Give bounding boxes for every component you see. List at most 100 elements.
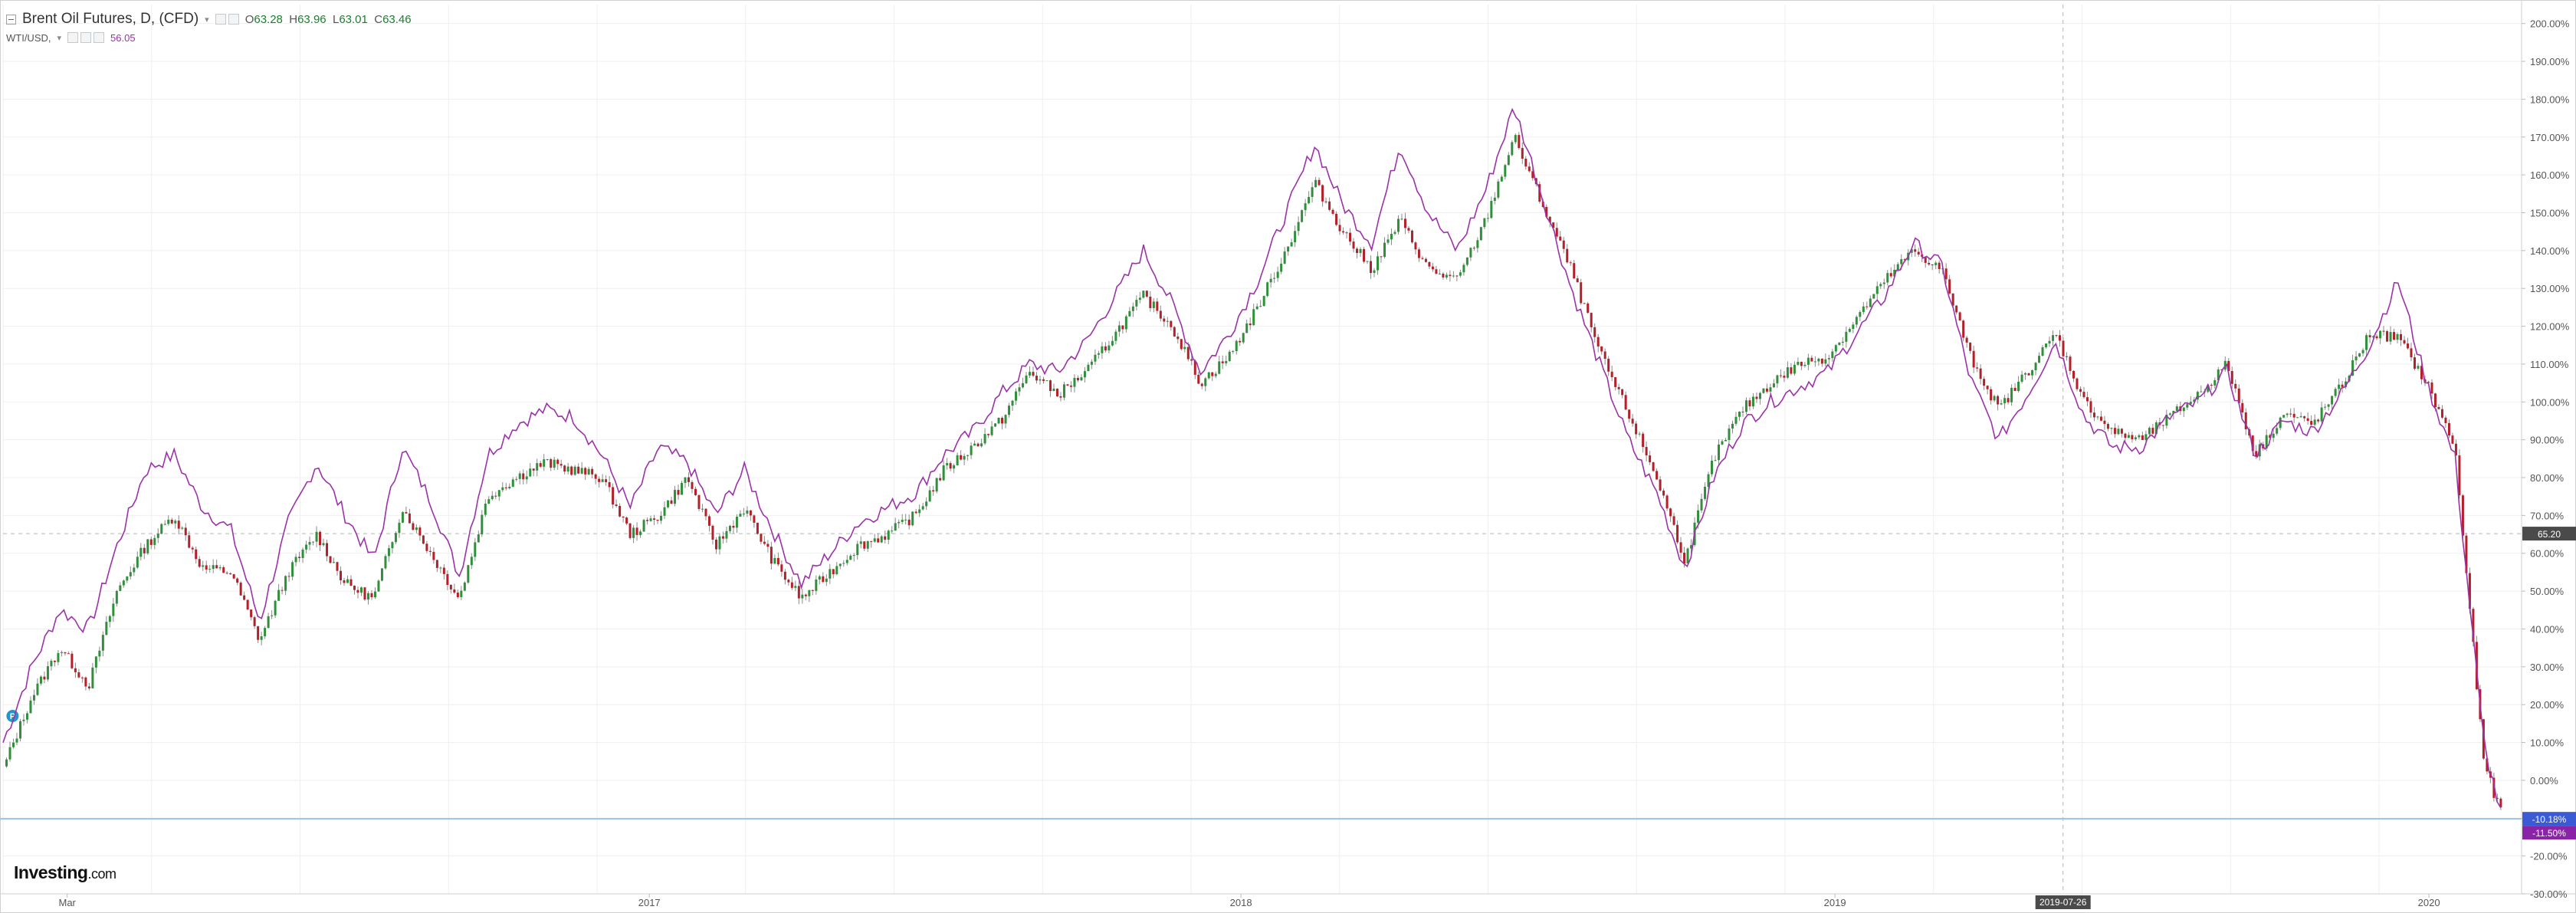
candle-body bbox=[1166, 320, 1169, 322]
candle-body bbox=[845, 560, 848, 563]
open-value: 63.28 bbox=[254, 12, 283, 26]
candle-body bbox=[2154, 422, 2158, 434]
candle-body bbox=[2127, 435, 2130, 438]
candle-body bbox=[487, 499, 491, 504]
candle-body bbox=[2237, 388, 2240, 403]
candle-body bbox=[1762, 388, 1765, 393]
candle-body bbox=[2400, 333, 2403, 340]
x-tick-label: Mar bbox=[59, 897, 77, 908]
candle-body bbox=[387, 548, 390, 557]
candle-body bbox=[870, 540, 873, 542]
candle-body bbox=[1435, 269, 1438, 274]
candle-body bbox=[167, 519, 170, 524]
candle-body bbox=[435, 560, 438, 568]
candle-body bbox=[1855, 317, 1858, 325]
candle-body bbox=[2189, 402, 2192, 405]
candle-body bbox=[1421, 258, 1424, 259]
candle-body bbox=[1672, 516, 1675, 525]
candle-body bbox=[612, 487, 615, 505]
candle-body bbox=[642, 520, 645, 532]
candle-body bbox=[2338, 384, 2341, 389]
chevron-down-icon[interactable]: ▾ bbox=[205, 15, 209, 25]
y-tick-label: 190.00% bbox=[2530, 56, 2570, 67]
candle-body bbox=[2269, 435, 2272, 438]
candle-body bbox=[308, 541, 311, 545]
candle-body bbox=[529, 468, 532, 477]
candle-body bbox=[2382, 330, 2385, 332]
collapse-legend-button[interactable] bbox=[6, 14, 16, 25]
candle-body bbox=[398, 522, 401, 534]
candle-body bbox=[1331, 209, 1334, 214]
candle-body bbox=[1386, 239, 1390, 243]
candle-body bbox=[94, 656, 97, 668]
candle-body bbox=[1656, 471, 1659, 480]
candle-body bbox=[1669, 508, 1672, 517]
candle-body bbox=[1948, 279, 1951, 294]
candle-body bbox=[1765, 388, 1768, 392]
candle-body bbox=[932, 490, 935, 492]
candle-body bbox=[1342, 231, 1345, 233]
wti-series-line bbox=[2, 107, 2502, 808]
candle-body bbox=[1176, 337, 1180, 340]
candle-body bbox=[2299, 416, 2302, 418]
candle-body bbox=[2165, 414, 2168, 426]
candle-body bbox=[1797, 361, 1800, 365]
candle-body bbox=[928, 490, 931, 502]
candle-body bbox=[1403, 218, 1406, 228]
close-icon[interactable] bbox=[94, 32, 105, 43]
candle-body bbox=[405, 512, 408, 514]
candle-body bbox=[2468, 573, 2471, 609]
candle-body bbox=[294, 557, 297, 563]
candle-body bbox=[312, 541, 315, 543]
candle-body bbox=[1055, 388, 1058, 396]
candle-body bbox=[353, 586, 356, 590]
candle-body bbox=[935, 478, 938, 492]
candle-body bbox=[1452, 275, 1455, 277]
candle-body bbox=[284, 576, 287, 591]
candle-body bbox=[2423, 379, 2427, 383]
candle-body bbox=[2196, 392, 2199, 400]
candle-body bbox=[481, 514, 484, 535]
close-label: C bbox=[374, 12, 383, 26]
candle-body bbox=[721, 536, 724, 539]
candle-body bbox=[243, 595, 246, 600]
candle-body bbox=[1507, 155, 1510, 166]
candle-body bbox=[518, 473, 521, 479]
settings-icon[interactable] bbox=[228, 14, 239, 25]
settings-icon[interactable] bbox=[80, 32, 92, 43]
candle-body bbox=[67, 653, 70, 655]
candle-body bbox=[250, 609, 253, 618]
candle-body bbox=[584, 468, 587, 475]
candle-body bbox=[1566, 248, 1569, 263]
candle-body bbox=[684, 477, 687, 483]
candle-body bbox=[635, 527, 638, 535]
candle-body bbox=[1596, 337, 1600, 346]
candle-body bbox=[2024, 373, 2027, 375]
candle-body bbox=[2433, 393, 2437, 408]
chevron-down-icon[interactable]: ▾ bbox=[57, 33, 62, 43]
candle-body bbox=[15, 738, 18, 743]
candle-body bbox=[370, 593, 373, 598]
candle-body bbox=[315, 531, 318, 542]
candle-body bbox=[1538, 184, 1541, 202]
candle-body bbox=[1924, 257, 1927, 263]
candle-body bbox=[687, 477, 691, 482]
candle-body bbox=[1266, 282, 1269, 297]
y-tick-label: 130.00% bbox=[2530, 283, 2570, 294]
candle-body bbox=[2138, 435, 2141, 438]
candle-body bbox=[1259, 306, 1262, 307]
candle-body bbox=[1493, 197, 1496, 202]
candle-body bbox=[1449, 274, 1452, 277]
price-badge bbox=[2522, 826, 2576, 840]
brand-logo: Investing.com bbox=[14, 862, 116, 883]
high-value: 63.96 bbox=[297, 12, 327, 26]
candle-body bbox=[587, 468, 590, 475]
candle-body bbox=[1955, 305, 1958, 313]
candle-body bbox=[1225, 360, 1228, 363]
candle-body bbox=[670, 500, 673, 504]
eye-icon[interactable] bbox=[215, 14, 226, 25]
candle-body bbox=[281, 590, 284, 591]
eye-icon[interactable] bbox=[67, 32, 79, 43]
price-badge bbox=[2522, 812, 2576, 826]
